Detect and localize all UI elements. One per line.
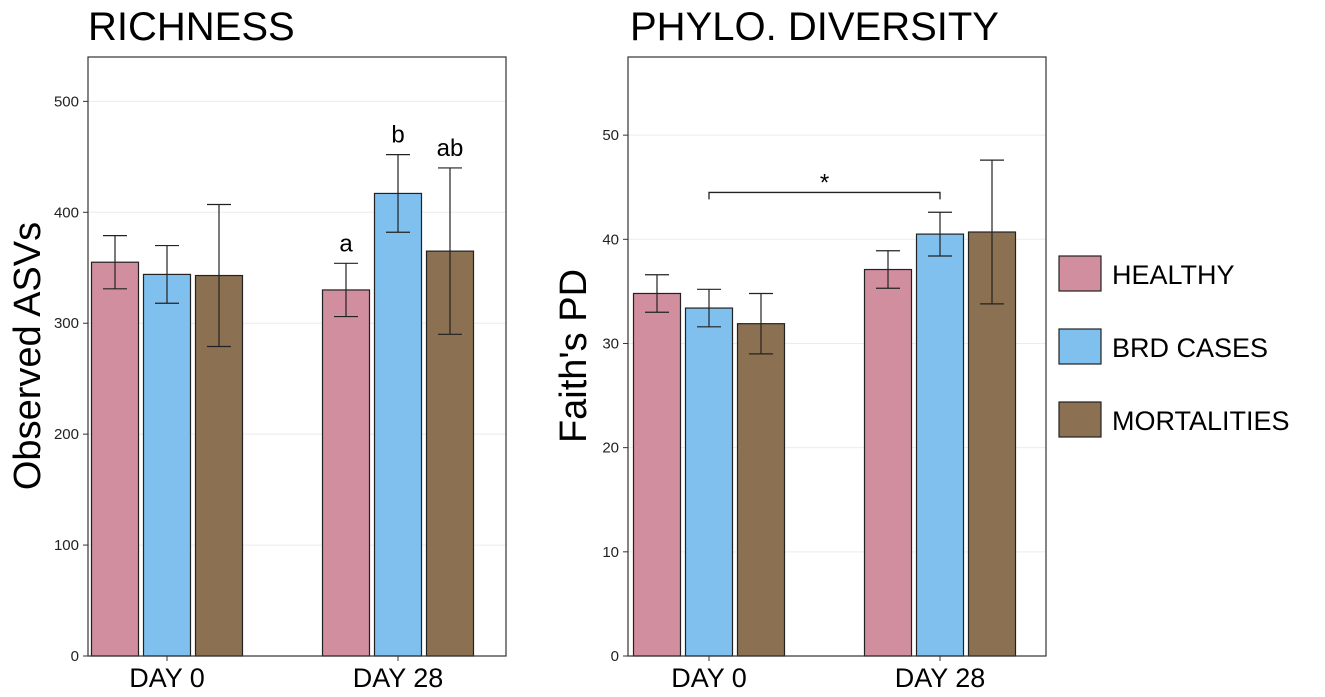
phylo-diversity-y-tick-label-50: 50 [602, 127, 619, 144]
phylo-diversity-annotations: * [708, 169, 941, 200]
legend: HEALTHY BRD CASES MORTALITIES [1058, 255, 1290, 438]
richness-y-tick-label-300: 300 [54, 315, 79, 332]
richness-error-bars [103, 154, 462, 348]
phylo-diversity-y-tick-label-10: 10 [602, 544, 619, 561]
richness-plot-frame [87, 56, 507, 657]
legend-label: MORTALITIES [1112, 406, 1290, 436]
phylo-diversity-y-tick-label-30: 30 [602, 335, 619, 352]
phylo-diversity-y-tick-label-20: 20 [602, 440, 619, 457]
phylo-diversity-y-tick-label-0: 0 [611, 648, 619, 665]
richness-y-tick-label-400: 400 [54, 204, 79, 221]
phylo-diversity-x-label-day-0: DAY 0 [671, 663, 747, 693]
bracket-line [708, 191, 941, 200]
richness-x-label-day-28: DAY 28 [353, 663, 444, 693]
richness-y-tick-label-0: 0 [71, 648, 79, 665]
richness-bar-day-28-brd-cases [373, 192, 423, 657]
richness-x-label-day-0: DAY 0 [129, 663, 205, 693]
phylo-diversity-y-axis-label: Faith's PD [553, 269, 595, 443]
richness-error-bar-day-0-brd-cases [155, 244, 179, 304]
phylo-diversity-error-bar-day-28-brd-cases [928, 211, 952, 257]
legend-label: HEALTHY [1112, 260, 1235, 290]
richness-title: RICHNESS [88, 5, 295, 49]
legend-swatch [1058, 328, 1102, 365]
richness-error-bar-day-28-brd-cases [386, 154, 410, 233]
phylo-diversity-error-bar-day-0-healthy [645, 274, 669, 313]
phylo-diversity-title: PHYLO. DIVERSITY [630, 5, 999, 49]
legend-item-brd-cases: BRD CASES [1058, 328, 1268, 365]
phylo-diversity-bar-day-28-healthy [863, 268, 913, 657]
phylo-diversity-x-label-day-28: DAY 28 [895, 663, 986, 693]
richness-y-axis-label: Observed ASVs [7, 222, 49, 490]
richness-annotation-b: b [391, 122, 404, 149]
richness-y-axis: 0 100 200 300 400 500 [54, 93, 88, 665]
legend-swatch [1058, 255, 1102, 292]
phylo-diversity-panel: PHYLO. DIVERSITY Faith's PD * 0 10 20 30 40 5… [553, 5, 1047, 693]
richness-x-axis: DAY 0 DAY 28 [129, 656, 443, 693]
phylo-diversity-plot-frame [627, 56, 1047, 657]
richness-error-bar-day-28-healthy [334, 262, 358, 318]
richness-bars [90, 192, 475, 657]
phylo-diversity-bar-day-0-mortalities [736, 323, 786, 657]
phylo-diversity-bar-day-0-healthy [632, 292, 682, 657]
richness-annotations: ab ab [339, 122, 463, 258]
phylo-diversity-error-bar-day-0-brd-cases [697, 288, 721, 328]
phylo-diversity-significance-bracket-0: * [708, 169, 941, 200]
phylo-diversity-x-axis: DAY 0 DAY 28 [671, 656, 985, 693]
phylo-diversity-error-bar-day-0-mortalities [749, 292, 773, 355]
richness-bar-day-28-healthy [321, 289, 371, 657]
phylo-diversity-bars [632, 231, 1017, 657]
richness-error-bar-day-28-mortalities [438, 167, 462, 335]
richness-y-tick-label-200: 200 [54, 426, 79, 443]
phylo-diversity-y-axis: 0 10 20 30 40 50 [602, 127, 628, 665]
significance-star: * [820, 169, 829, 196]
legend-item-mortalities: MORTALITIES [1058, 401, 1290, 438]
richness-y-tick-label-500: 500 [54, 93, 79, 110]
richness-bar-day-0-healthy [90, 261, 140, 657]
richness-bar-day-0-brd-cases [142, 273, 192, 657]
legend-label: BRD CASES [1112, 333, 1268, 363]
richness-y-tick-label-100: 100 [54, 537, 79, 554]
richness-panel: RICHNESS Observed ASVs ab ab 010020030040… [7, 5, 507, 693]
phylo-diversity-bar-day-0-brd-cases [684, 307, 734, 657]
phylo-diversity-error-bar-day-28-healthy [876, 250, 900, 289]
richness-annotation-ab: ab [437, 135, 464, 162]
legend-swatch [1058, 401, 1102, 438]
richness-annotation-a: a [339, 230, 353, 257]
richness-error-bar-day-0-mortalities [207, 203, 231, 348]
phylo-diversity-bar-day-28-brd-cases [915, 233, 965, 657]
phylo-diversity-error-bar-day-28-mortalities [980, 159, 1004, 305]
legend-item-healthy: HEALTHY [1058, 255, 1235, 292]
phylo-diversity-y-tick-label-40: 40 [602, 231, 619, 248]
phylo-diversity-error-bars [645, 159, 1004, 355]
richness-error-bar-day-0-healthy [103, 234, 127, 290]
